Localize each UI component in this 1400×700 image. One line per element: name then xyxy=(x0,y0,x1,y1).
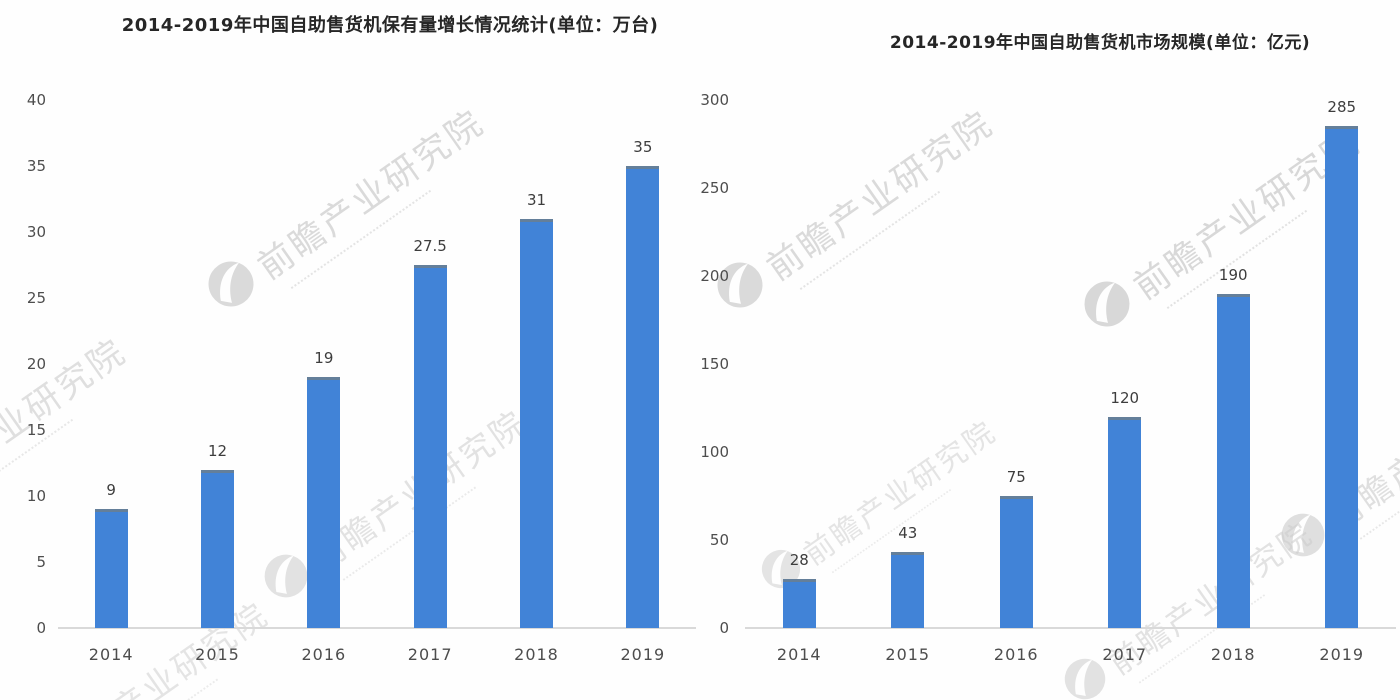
x-tick-label: 2014 xyxy=(88,645,134,664)
y-tick-label: 0 xyxy=(719,619,729,637)
x-tick-label: 2014 xyxy=(776,645,822,664)
y-tick-label: 150 xyxy=(700,355,729,373)
bar-2014 xyxy=(782,578,816,628)
y-tick-label: 300 xyxy=(700,91,729,109)
bar-2018 xyxy=(1216,293,1250,628)
bar-2016 xyxy=(999,496,1033,628)
bar-2015 xyxy=(891,552,925,628)
x-tick-label: 2016 xyxy=(993,645,1039,664)
bar-value-label: 120 xyxy=(1110,388,1140,407)
y-tick-label: 200 xyxy=(700,267,729,285)
bar-value-label: 19 xyxy=(314,349,334,368)
bar-2017 xyxy=(1108,416,1142,628)
x-tick-label: 2017 xyxy=(407,645,453,664)
y-tick-label: 100 xyxy=(700,443,729,461)
y-tick-label: 30 xyxy=(26,223,46,241)
bar-2016 xyxy=(307,377,341,628)
bar-value-label: 43 xyxy=(898,524,918,543)
bar-value-label: 285 xyxy=(1327,98,1357,117)
y-tick-label: 5 xyxy=(36,553,46,571)
bar-2019 xyxy=(1325,126,1359,628)
x-tick-label: 2018 xyxy=(514,645,559,664)
x-tick-label: 2015 xyxy=(885,645,931,664)
x-tick-label: 2016 xyxy=(301,645,347,664)
bar-value-label: 12 xyxy=(207,441,228,460)
chart-left-title: 2014-2019年中国自助售货机保有量增长情况统计(单位：万台) xyxy=(121,15,659,36)
chart-right-title: 2014-2019年中国自助售货机市场规模(单位：亿元) xyxy=(889,33,1311,53)
y-tick-label: 50 xyxy=(709,531,729,549)
y-tick-label: 0 xyxy=(36,619,46,637)
y-tick-label: 10 xyxy=(26,487,46,505)
y-tick-label: 250 xyxy=(700,179,729,197)
x-axis-line xyxy=(58,627,696,629)
bar-2014 xyxy=(94,509,128,628)
bar-value-label: 31 xyxy=(526,190,547,209)
bar-value-label: 9 xyxy=(106,481,116,500)
bar-2017 xyxy=(413,265,447,628)
x-axis-line xyxy=(745,627,1396,629)
bar-value-label: 75 xyxy=(1006,468,1026,486)
bar-2019 xyxy=(626,166,660,628)
x-tick-label: 2018 xyxy=(1210,645,1256,664)
bar-2018 xyxy=(520,218,553,628)
bar-value-label: 190 xyxy=(1218,265,1248,284)
y-tick-label: 15 xyxy=(26,421,46,439)
bar-value-label: 28 xyxy=(789,550,809,569)
bar-value-label: 35 xyxy=(633,138,653,156)
bar-value-label: 27.5 xyxy=(413,237,447,255)
x-tick-label: 2019 xyxy=(620,645,666,664)
x-tick-label: 2017 xyxy=(1102,645,1148,664)
y-tick-label: 35 xyxy=(26,157,46,175)
x-tick-label: 2019 xyxy=(1319,645,1365,664)
x-tick-label: 2015 xyxy=(195,645,240,664)
bar-2015 xyxy=(201,469,234,628)
y-tick-label: 25 xyxy=(26,289,46,307)
y-tick-label: 40 xyxy=(26,91,46,109)
y-tick-label: 20 xyxy=(26,355,46,373)
